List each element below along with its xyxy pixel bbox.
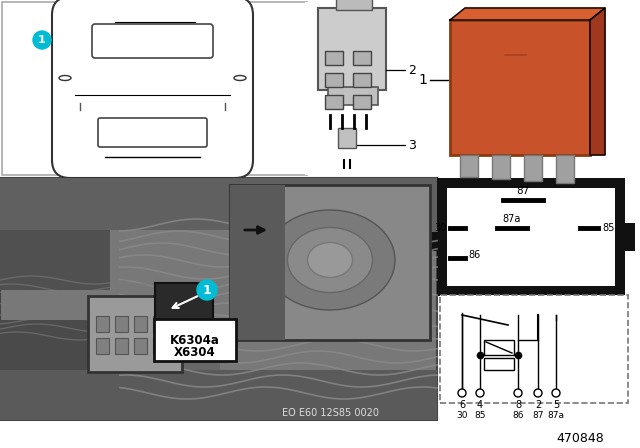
Text: 1: 1 bbox=[418, 73, 427, 87]
Ellipse shape bbox=[307, 242, 353, 277]
Text: 87: 87 bbox=[532, 410, 544, 419]
Text: K6304a: K6304a bbox=[170, 333, 220, 346]
Bar bbox=[230, 185, 285, 340]
FancyBboxPatch shape bbox=[52, 0, 253, 178]
Bar bbox=[325, 95, 343, 109]
Text: 1: 1 bbox=[38, 35, 46, 45]
Bar bbox=[0, 178, 437, 230]
Bar bbox=[325, 73, 343, 87]
Circle shape bbox=[33, 31, 51, 49]
Bar bbox=[460, 155, 478, 177]
Polygon shape bbox=[590, 8, 605, 155]
Text: 5: 5 bbox=[553, 400, 559, 410]
Text: 2: 2 bbox=[408, 64, 416, 77]
Circle shape bbox=[197, 280, 217, 300]
Text: 6: 6 bbox=[459, 400, 465, 410]
Bar bbox=[134, 316, 147, 332]
Ellipse shape bbox=[287, 228, 372, 293]
Bar bbox=[524, 155, 542, 181]
Text: 30: 30 bbox=[456, 410, 468, 419]
Text: 86: 86 bbox=[512, 410, 524, 419]
Text: 87a: 87a bbox=[547, 410, 564, 419]
Bar bbox=[2, 2, 307, 175]
Text: 87: 87 bbox=[516, 186, 530, 196]
Text: 87a: 87a bbox=[503, 214, 521, 224]
FancyBboxPatch shape bbox=[154, 319, 236, 361]
Bar bbox=[437, 178, 625, 296]
Bar bbox=[328, 87, 378, 105]
Text: X6304: X6304 bbox=[174, 345, 216, 358]
Ellipse shape bbox=[59, 76, 71, 81]
Bar bbox=[153, 316, 166, 332]
Text: 85: 85 bbox=[602, 223, 614, 233]
Bar bbox=[353, 73, 371, 87]
Bar bbox=[0, 320, 100, 420]
Text: 3: 3 bbox=[408, 138, 416, 151]
Text: 30: 30 bbox=[435, 223, 447, 233]
Bar bbox=[155, 283, 213, 325]
Text: 85: 85 bbox=[474, 410, 486, 419]
Circle shape bbox=[514, 389, 522, 397]
FancyBboxPatch shape bbox=[88, 296, 182, 372]
Bar bbox=[353, 51, 371, 65]
Bar bbox=[230, 185, 285, 340]
Bar bbox=[153, 338, 166, 354]
Circle shape bbox=[534, 389, 542, 397]
Circle shape bbox=[552, 389, 560, 397]
Bar bbox=[96, 316, 109, 332]
Bar bbox=[230, 185, 430, 340]
Text: EO E60 12S85 0020: EO E60 12S85 0020 bbox=[282, 408, 378, 418]
Bar bbox=[134, 338, 147, 354]
Text: 8: 8 bbox=[515, 400, 521, 410]
FancyBboxPatch shape bbox=[98, 118, 207, 147]
Bar bbox=[447, 188, 615, 286]
Bar bbox=[425, 0, 640, 178]
Ellipse shape bbox=[265, 210, 395, 310]
Circle shape bbox=[476, 389, 484, 397]
Bar bbox=[623, 223, 635, 251]
Bar bbox=[484, 340, 514, 355]
Bar bbox=[318, 8, 386, 90]
Bar bbox=[0, 178, 110, 290]
Bar bbox=[96, 338, 109, 354]
Bar bbox=[492, 155, 510, 179]
Text: 470848: 470848 bbox=[556, 431, 604, 444]
Bar bbox=[336, 0, 372, 10]
Text: 1: 1 bbox=[203, 284, 211, 297]
Text: —: — bbox=[502, 43, 527, 67]
Circle shape bbox=[458, 389, 466, 397]
Bar bbox=[427, 223, 439, 251]
Bar bbox=[556, 155, 574, 183]
Bar bbox=[0, 178, 437, 420]
Text: 86: 86 bbox=[468, 250, 480, 260]
Bar bbox=[440, 295, 628, 403]
Bar bbox=[0, 370, 437, 420]
Ellipse shape bbox=[234, 76, 246, 81]
FancyBboxPatch shape bbox=[450, 20, 590, 155]
Text: 4: 4 bbox=[477, 400, 483, 410]
Bar bbox=[325, 51, 343, 65]
Bar bbox=[115, 338, 128, 354]
Bar bbox=[305, 2, 425, 175]
Text: 2: 2 bbox=[535, 400, 541, 410]
Polygon shape bbox=[450, 8, 605, 20]
Bar bbox=[353, 95, 371, 109]
Bar bbox=[484, 358, 514, 370]
Bar bbox=[115, 316, 128, 332]
Bar bbox=[338, 128, 356, 148]
Bar bbox=[100, 330, 220, 420]
FancyBboxPatch shape bbox=[92, 24, 213, 58]
